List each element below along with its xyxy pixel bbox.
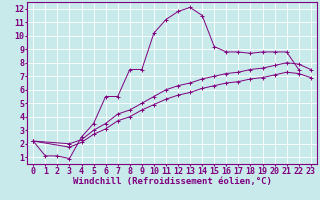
X-axis label: Windchill (Refroidissement éolien,°C): Windchill (Refroidissement éolien,°C) xyxy=(73,177,271,186)
